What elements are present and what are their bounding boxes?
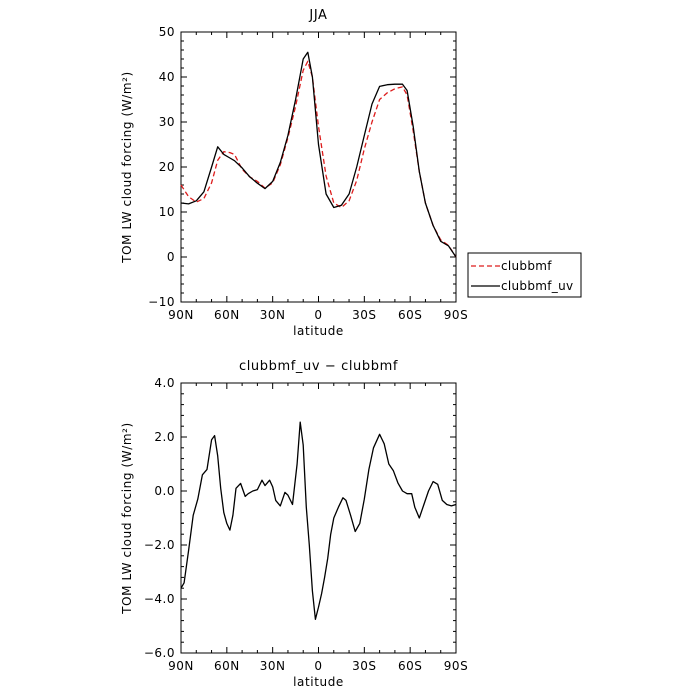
legend-box — [467, 252, 582, 298]
x-axis-label: latitude — [293, 324, 344, 338]
y-tick-label: 0 — [167, 250, 175, 264]
x-tick-label: 90N — [168, 659, 194, 673]
y-tick-label: 30 — [159, 115, 175, 129]
y-axis-label: TOM LW cloud forcing (W/m²) — [120, 71, 134, 264]
chart-title: JJA — [308, 8, 327, 23]
y-tick-label: 2.0 — [154, 430, 175, 444]
series-line-clubbmf_uv — [180, 51, 457, 258]
chart-panel-1: 90N 60N 30N 0 30S 60S 90S −10 0 10 20 30 40 50 JJA lati… — [120, 8, 582, 338]
y-axis-label: TOM LW cloud forcing (W/m²) — [120, 422, 134, 615]
y-tick-label: 50 — [159, 25, 175, 39]
y-tick-label: 4.0 — [154, 376, 175, 390]
legend-label: clubbmf — [501, 259, 552, 273]
x-tick-label: 30S — [352, 659, 376, 673]
x-axis-label: latitude — [293, 675, 344, 689]
y-tick-label: 10 — [159, 205, 175, 219]
x-tick-label: 90S — [444, 659, 468, 673]
y-tick-label: −10 — [148, 295, 175, 309]
legend-label: clubbmf_uv — [501, 279, 573, 293]
y-tick-label: 40 — [159, 70, 175, 84]
x-tick-label: 60S — [398, 659, 422, 673]
series-line-clubbmf — [180, 60, 457, 258]
x-tick-label: 0 — [314, 308, 322, 322]
y-tick-label: 20 — [159, 160, 175, 174]
x-tick-label: 90S — [444, 308, 468, 322]
x-tick-label: 30N — [260, 659, 286, 673]
y-tick-label: −4.0 — [144, 592, 175, 606]
legend: clubbmf clubbmf_uv — [467, 252, 582, 298]
x-tick-label: 90N — [168, 308, 194, 322]
series-line-difference — [180, 421, 457, 620]
x-tick-label: 60N — [214, 659, 240, 673]
x-tick-label: 60N — [214, 308, 240, 322]
y-tick-label: −2.0 — [144, 538, 175, 552]
chart-title: clubbmf_uv − clubbmf — [239, 359, 398, 374]
y-tick-label: −6.0 — [144, 646, 175, 660]
x-tick-label: 0 — [314, 659, 322, 673]
y-tick-label: 0.0 — [154, 484, 175, 498]
plot-frame — [180, 31, 457, 303]
chart-panel-2: 90N 60N 30N 0 30S 60S 90S −6.0 −4.0 −2.0 0.0 2.0 4.0… — [120, 359, 468, 689]
x-tick-label: 30N — [260, 308, 286, 322]
x-tick-label: 30S — [352, 308, 376, 322]
plot-frame — [180, 382, 457, 654]
x-tick-label: 60S — [398, 308, 422, 322]
